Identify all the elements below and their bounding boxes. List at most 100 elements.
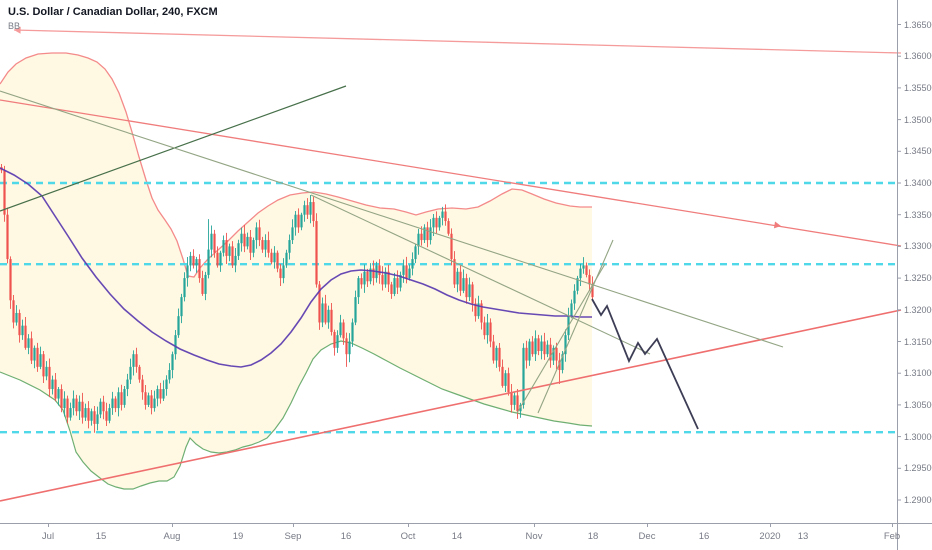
candle-up (414, 246, 417, 260)
time-axis-label: Nov (525, 531, 543, 542)
candle-up (234, 255, 237, 266)
candle-up (147, 395, 150, 405)
trendline-olive-neck[interactable] (310, 194, 651, 355)
candle-up (255, 227, 258, 241)
candle-up (495, 347, 498, 361)
candle-up (369, 268, 372, 282)
candle-up (21, 325, 24, 336)
candle-up (513, 395, 516, 405)
arrowhead-icon (773, 221, 781, 229)
trendline-upper-red[interactable] (13, 29, 902, 54)
candle-down (588, 274, 591, 285)
candle-up (354, 297, 357, 323)
trendline-olive-long[interactable] (0, 90, 784, 348)
trendline-dark-green[interactable] (0, 85, 347, 212)
time-axis-label: 15 (95, 531, 107, 542)
bollinger-fill (0, 53, 592, 489)
candle-up (282, 265, 285, 279)
indicator-label-bb[interactable]: BB (8, 21, 21, 31)
candle-up (393, 278, 396, 294)
candle-down (537, 338, 540, 352)
candle-up (522, 347, 525, 405)
candle-down (276, 252, 279, 269)
candle-up (552, 347, 555, 361)
time-axis-label: Dec (638, 531, 656, 542)
trendline-mid-red[interactable] (0, 99, 902, 247)
time-axis-label: Sep (284, 531, 302, 542)
wedge-lower-line[interactable] (516, 263, 606, 414)
candle-up (573, 290, 576, 304)
candle-up (291, 227, 294, 241)
candle-down (390, 284, 393, 294)
candle-down (447, 221, 450, 234)
candle-down (531, 341, 534, 355)
time-axis-label: 13 (797, 531, 809, 542)
candle-down (192, 255, 195, 266)
candle-down (465, 278, 468, 298)
candle-up (417, 233, 420, 247)
candle-down (324, 303, 327, 323)
time-axis-label: Oct (400, 531, 416, 542)
candle-up (123, 389, 126, 405)
candle-down (75, 398, 78, 412)
candle-up (348, 341, 351, 355)
candle-down (507, 373, 510, 393)
time-axis-label: 2020 (759, 531, 781, 542)
candle-down (315, 221, 318, 285)
candle-down (225, 240, 228, 256)
candle-up (27, 338, 30, 348)
candle-up (222, 240, 225, 253)
candle-down (9, 259, 12, 301)
candle-down (3, 170, 6, 215)
candle-down (585, 265, 588, 275)
candle-down (342, 322, 345, 339)
candle-up (540, 341, 543, 352)
candle-down (318, 284, 321, 323)
candle-down (501, 366, 504, 386)
candle-down (36, 347, 39, 367)
projection-zigzag-line[interactable] (591, 298, 699, 430)
candle-up (111, 398, 114, 409)
candle-up (156, 389, 159, 399)
candle-up (579, 268, 582, 279)
price-axis-label: 1.35000 (904, 114, 932, 125)
candle-up (438, 217, 441, 228)
candle-down (333, 331, 336, 348)
candle-down (114, 398, 117, 409)
candle-up (441, 211, 444, 218)
wedge-upper-line[interactable] (537, 239, 614, 414)
candle-up (321, 303, 324, 323)
candle-down (138, 366, 141, 380)
candle-up (162, 389, 165, 399)
candle-down (372, 268, 375, 279)
candle-up (468, 284, 471, 298)
candle-down (405, 265, 408, 279)
candle-down (450, 233, 453, 260)
candle-up (207, 249, 210, 275)
candle-up (78, 401, 81, 412)
price-axis-label: 1.34500 (904, 146, 932, 157)
candle-down (330, 309, 333, 332)
price-axis-label: 1.33500 (904, 209, 932, 220)
candle-down (135, 354, 138, 367)
candle-up (126, 379, 129, 390)
candle-down (483, 322, 486, 336)
candle-down (159, 389, 162, 399)
candle-up (576, 278, 579, 291)
candle-up (264, 240, 267, 250)
trendline-support-red[interactable] (0, 309, 902, 502)
symbol-title[interactable]: U.S. Dollar / Canadian Dollar, 240, FXCM (8, 6, 218, 18)
candle-up (423, 227, 426, 241)
time-axis-label: Jul (41, 531, 55, 542)
candle-down (120, 392, 123, 405)
candle-down (6, 214, 9, 260)
candle-down (492, 341, 495, 361)
candle-up (129, 366, 132, 380)
candle-up (399, 274, 402, 288)
price-axis-label: 1.35500 (904, 82, 932, 93)
candle-down (306, 205, 309, 215)
candle-down (213, 233, 216, 253)
candle-down (144, 392, 147, 405)
